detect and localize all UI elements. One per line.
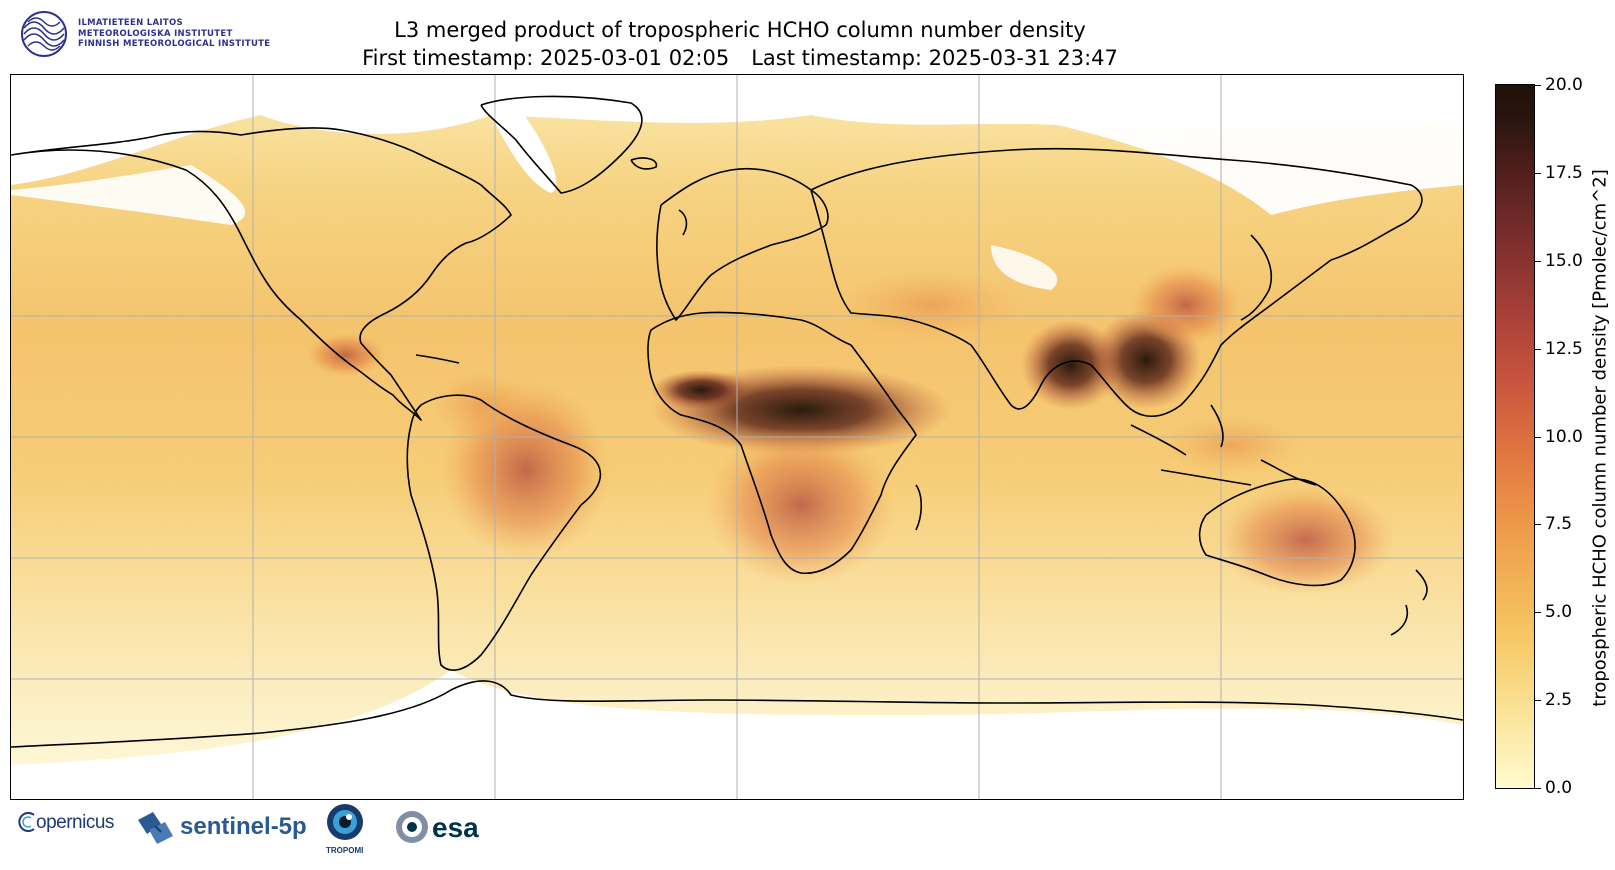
fmi-name-lines: ILMATIETEEN LAITOS METEOROLOGISKA INSTIT… bbox=[78, 18, 270, 50]
colorbar-title: tropospheric HCHO column number density … bbox=[1589, 169, 1611, 707]
fmi-emblem-icon bbox=[21, 11, 67, 57]
colorbar-tick-mark bbox=[1535, 700, 1541, 702]
colorbar-tick-mark bbox=[1535, 436, 1541, 438]
colorbar-tick-mark bbox=[1535, 172, 1541, 174]
esa-logo-icon bbox=[396, 811, 428, 843]
fmi-logo: ILMATIETEEN LAITOS METEOROLOGISKA INSTIT… bbox=[20, 10, 290, 60]
colorbar-tick-mark bbox=[1535, 612, 1541, 614]
hcho-hotspots bbox=[306, 265, 1396, 595]
colorbar-tick-label: 15.0 bbox=[1545, 250, 1583, 271]
map-title: L3 merged product of tropospheric HCHO c… bbox=[300, 16, 1180, 72]
title-line-1: L3 merged product of tropospheric HCHO c… bbox=[394, 18, 1086, 42]
colorbar-tick-mark bbox=[1535, 85, 1541, 86]
gridlines bbox=[11, 75, 1463, 799]
colorbar-tick-label: 5.0 bbox=[1545, 602, 1573, 623]
colorbar-tick-label: 10.0 bbox=[1545, 426, 1583, 447]
colorbar-tick-mark bbox=[1535, 788, 1541, 789]
fmi-name-fi: ILMATIETEEN LAITOS bbox=[78, 18, 183, 28]
coastlines bbox=[11, 95, 1463, 748]
colorbar-tick-label: 17.5 bbox=[1545, 162, 1583, 183]
tropomi-eye-icon bbox=[327, 804, 363, 840]
sentinel-5p-text: sentinel-5p bbox=[180, 813, 307, 840]
colorbar-tick-label: 12.5 bbox=[1545, 338, 1583, 359]
colorbar-tick-mark bbox=[1535, 260, 1541, 262]
title-line-2: First timestamp: 2025-03-01 02:05 Last ti… bbox=[300, 44, 1180, 72]
colorbar-tick-label: 2.5 bbox=[1545, 690, 1573, 711]
copernicus-c-icon bbox=[18, 812, 35, 832]
colorbar bbox=[1495, 84, 1535, 789]
fmi-name-en: FINNISH METEOROLOGICAL INSTITUTE bbox=[78, 39, 271, 49]
esa-text: esa bbox=[432, 812, 479, 843]
first-timestamp: First timestamp: 2025-03-01 02:05 bbox=[362, 46, 730, 70]
fmi-name-sv: METEOROLOGISKA INSTITUTET bbox=[78, 28, 233, 39]
colorbar-tick-label: 20.0 bbox=[1545, 75, 1583, 95]
colorbar-tick-mark bbox=[1535, 524, 1541, 526]
map-svg bbox=[11, 75, 1463, 799]
tropomi-text: TROPOMI bbox=[326, 846, 364, 855]
colorbar-tick-label: 7.5 bbox=[1545, 514, 1573, 535]
colorbar-tick-label: 0.0 bbox=[1545, 778, 1573, 798]
last-timestamp: Last timestamp: 2025-03-31 23:47 bbox=[751, 46, 1118, 70]
copernicus-logo: opernicus bbox=[18, 812, 114, 834]
world-map bbox=[10, 74, 1464, 800]
colorbar-tick-mark bbox=[1535, 348, 1541, 350]
partner-logos: opernicus sentinel-5p TROPOMI esa bbox=[18, 800, 520, 860]
sentinel-satellite-icon bbox=[138, 812, 173, 844]
copernicus-text: opernicus bbox=[36, 812, 114, 833]
